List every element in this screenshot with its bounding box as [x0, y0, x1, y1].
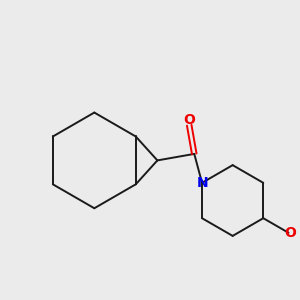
- Text: O: O: [183, 113, 195, 127]
- Text: O: O: [285, 226, 296, 240]
- Text: N: N: [197, 176, 209, 190]
